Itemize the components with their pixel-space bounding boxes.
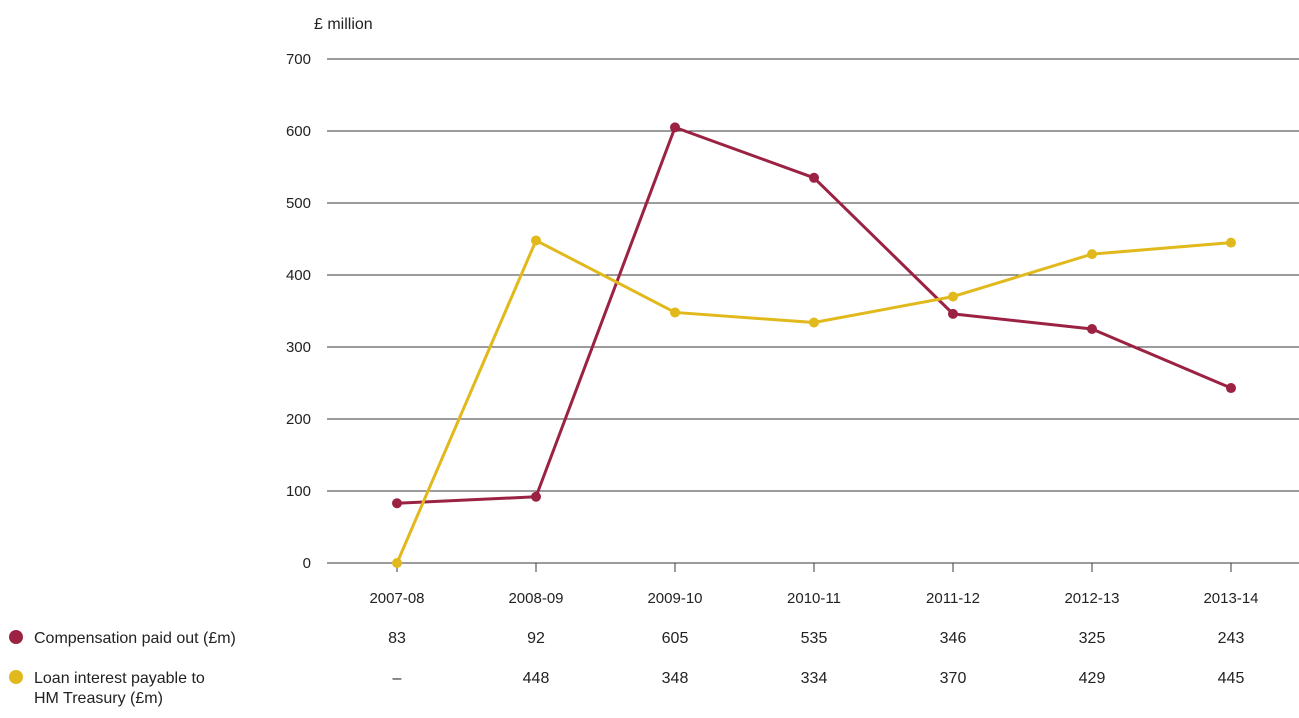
- table-cell: 429: [1079, 670, 1106, 687]
- data-table: Compensation paid out (£m) 83 92 605 535 346 3…: [9, 630, 1244, 707]
- table-cell: 325: [1079, 630, 1106, 647]
- data-point: [392, 498, 402, 509]
- x-tick-label: 2009-10: [647, 590, 702, 607]
- legend-marker-2: [9, 670, 23, 684]
- table-cell: –: [393, 670, 402, 687]
- y-tick-label: 500: [286, 195, 311, 212]
- legend-marker-1: [9, 630, 23, 644]
- y-tick-label: 700: [286, 51, 311, 68]
- data-point: [948, 308, 958, 319]
- data-point: [809, 172, 819, 183]
- data-point: [1226, 383, 1236, 394]
- x-tick-label: 2010-11: [787, 590, 841, 607]
- gridlines: [327, 58, 1299, 564]
- data-point: [1087, 249, 1097, 260]
- legend-label: Loan interest payable to: [34, 670, 205, 687]
- data-point: [1087, 324, 1097, 334]
- table-cell: 243: [1218, 630, 1245, 647]
- table-cell: 334: [801, 670, 828, 687]
- table-cell: 83: [388, 630, 406, 647]
- data-point: [670, 122, 680, 133]
- series-line-1: [395, 125, 1233, 505]
- legend-label: HM Treasury (£m): [34, 690, 163, 707]
- table-cell: 448: [523, 670, 550, 687]
- y-tick-label: 600: [286, 123, 311, 140]
- x-tick-label: 2008-09: [508, 590, 563, 607]
- y-tick-label: 200: [286, 411, 311, 428]
- data-point: [809, 317, 819, 328]
- y-tick-label: 400: [286, 267, 311, 284]
- y-tick-label: 300: [286, 339, 311, 356]
- data-point: [531, 235, 541, 246]
- axes: £ million 0 100 200 300 400 500 600 700 2007-08 20…: [286, 16, 1259, 607]
- y-tick-label: 0: [303, 555, 311, 572]
- table-cell: 605: [662, 630, 689, 647]
- data-point: [531, 491, 541, 502]
- table-cell: 370: [940, 670, 967, 687]
- series: [392, 122, 1236, 568]
- x-tick-label: 2012-13: [1064, 590, 1119, 607]
- table-cell: 346: [940, 630, 967, 647]
- x-tick-label: 2007-08: [369, 590, 424, 607]
- legend-label: Compensation paid out (£m): [34, 630, 236, 647]
- x-tick-label: 2011-12: [926, 590, 980, 607]
- y-axis-label: £ million: [314, 16, 373, 33]
- series-line-2: [395, 238, 1233, 565]
- data-point: [670, 307, 680, 318]
- y-tick-label: 100: [286, 483, 311, 500]
- x-tick-label: 2013-14: [1203, 590, 1258, 607]
- data-point: [1226, 237, 1236, 248]
- data-point: [948, 291, 958, 302]
- table-cell: 92: [527, 630, 545, 647]
- data-point: [392, 558, 402, 568]
- table-cell: 445: [1218, 670, 1245, 687]
- table-cell: 535: [801, 630, 828, 647]
- table-cell: 348: [662, 670, 689, 687]
